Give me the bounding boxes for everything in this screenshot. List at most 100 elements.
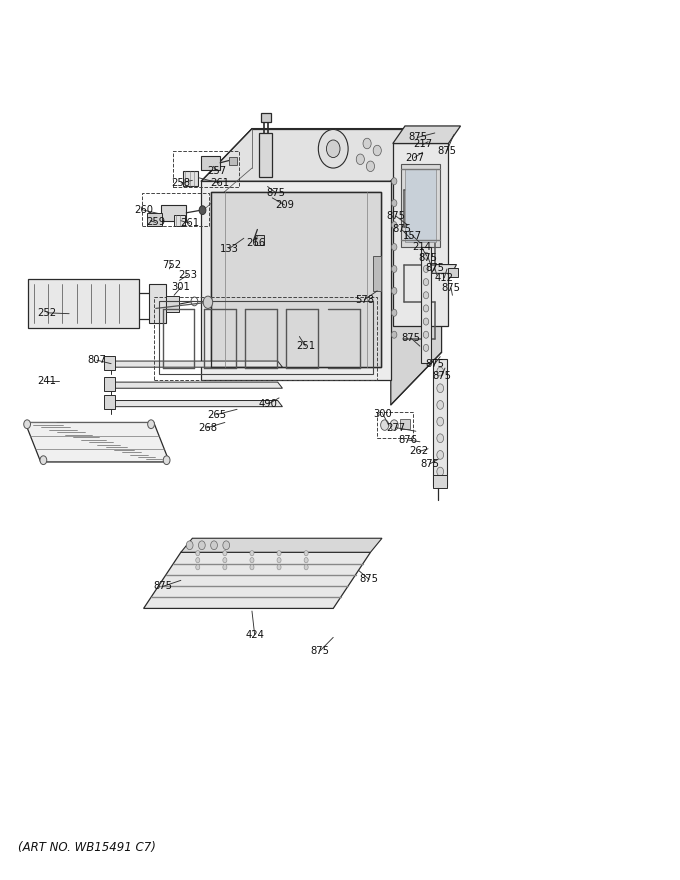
Circle shape [423,279,428,286]
Bar [174,215,185,226]
Circle shape [423,253,428,260]
Circle shape [392,200,397,207]
Text: 251: 251 [296,341,315,351]
Text: 875: 875 [432,371,451,381]
Text: 262: 262 [409,446,429,457]
Circle shape [250,565,254,570]
Polygon shape [143,553,371,608]
Text: 875: 875 [266,187,285,198]
Polygon shape [211,192,381,367]
Text: 875: 875 [311,646,330,656]
Circle shape [148,420,154,429]
Polygon shape [106,361,282,367]
Circle shape [437,384,443,392]
Text: 157: 157 [403,231,422,240]
Bar [400,419,410,429]
Circle shape [356,154,364,165]
Circle shape [304,551,308,556]
Text: 490: 490 [259,399,277,409]
Circle shape [196,558,200,563]
Text: 241: 241 [37,377,56,386]
Bar [104,395,115,409]
Text: 259: 259 [146,217,165,227]
Circle shape [390,420,398,430]
Text: 752: 752 [162,260,181,269]
Bar [149,284,166,323]
Bar [255,235,264,246]
Bar [104,377,115,391]
Bar [142,193,209,226]
Text: 875: 875 [441,283,460,293]
Polygon shape [393,126,460,143]
Text: 875: 875 [425,263,444,273]
Text: 217: 217 [413,139,433,150]
Text: 266: 266 [245,238,265,247]
Text: 261: 261 [210,178,229,188]
Circle shape [392,222,397,229]
Text: 875: 875 [387,211,406,221]
Text: 424: 424 [245,630,264,640]
Circle shape [277,551,281,556]
Text: 875: 875 [418,253,437,262]
Circle shape [277,558,281,563]
Text: 875: 875 [392,224,411,234]
Circle shape [423,266,428,273]
Circle shape [381,420,389,430]
Text: 875: 875 [402,334,421,343]
Text: 268: 268 [198,422,217,433]
Circle shape [326,140,340,158]
Polygon shape [431,265,456,274]
Circle shape [423,318,428,325]
Circle shape [199,206,206,215]
Polygon shape [201,128,441,181]
Circle shape [211,541,218,550]
Text: 300: 300 [373,408,392,419]
Polygon shape [391,128,441,405]
Text: 265: 265 [207,409,226,420]
Text: 260: 260 [134,205,153,216]
Circle shape [392,178,397,185]
Bar [104,356,115,370]
Circle shape [437,367,443,376]
Text: 257: 257 [207,165,226,176]
Text: (ART NO. WB15491 C7): (ART NO. WB15491 C7) [18,841,156,854]
Polygon shape [106,382,282,388]
Bar [401,164,440,247]
Text: 876: 876 [398,435,418,445]
Bar [173,150,239,187]
Text: 875: 875 [153,582,172,591]
Circle shape [423,292,428,299]
Circle shape [250,551,254,556]
Circle shape [196,551,200,556]
Circle shape [392,331,397,338]
Circle shape [423,304,428,312]
Text: 875: 875 [437,145,456,156]
Text: 207: 207 [405,152,424,163]
Circle shape [437,467,443,476]
Bar [229,157,237,165]
Polygon shape [433,359,447,486]
Bar [160,205,186,221]
Circle shape [423,331,428,338]
Circle shape [223,551,227,556]
Bar [201,156,220,170]
Circle shape [437,417,443,426]
Text: 875: 875 [420,458,439,469]
Text: 875: 875 [409,132,428,143]
Polygon shape [106,400,282,407]
Text: 875: 875 [425,359,444,369]
Text: 261: 261 [180,218,199,228]
Circle shape [304,558,308,563]
Circle shape [250,558,254,563]
Circle shape [423,344,428,351]
Text: 258: 258 [171,178,190,188]
Circle shape [437,400,443,409]
Circle shape [437,434,443,443]
Text: 578: 578 [355,295,374,304]
Circle shape [363,138,371,149]
Text: 277: 277 [387,422,406,433]
Polygon shape [393,143,448,326]
Text: 807: 807 [88,356,106,365]
Text: 301: 301 [171,282,190,292]
Circle shape [304,565,308,570]
